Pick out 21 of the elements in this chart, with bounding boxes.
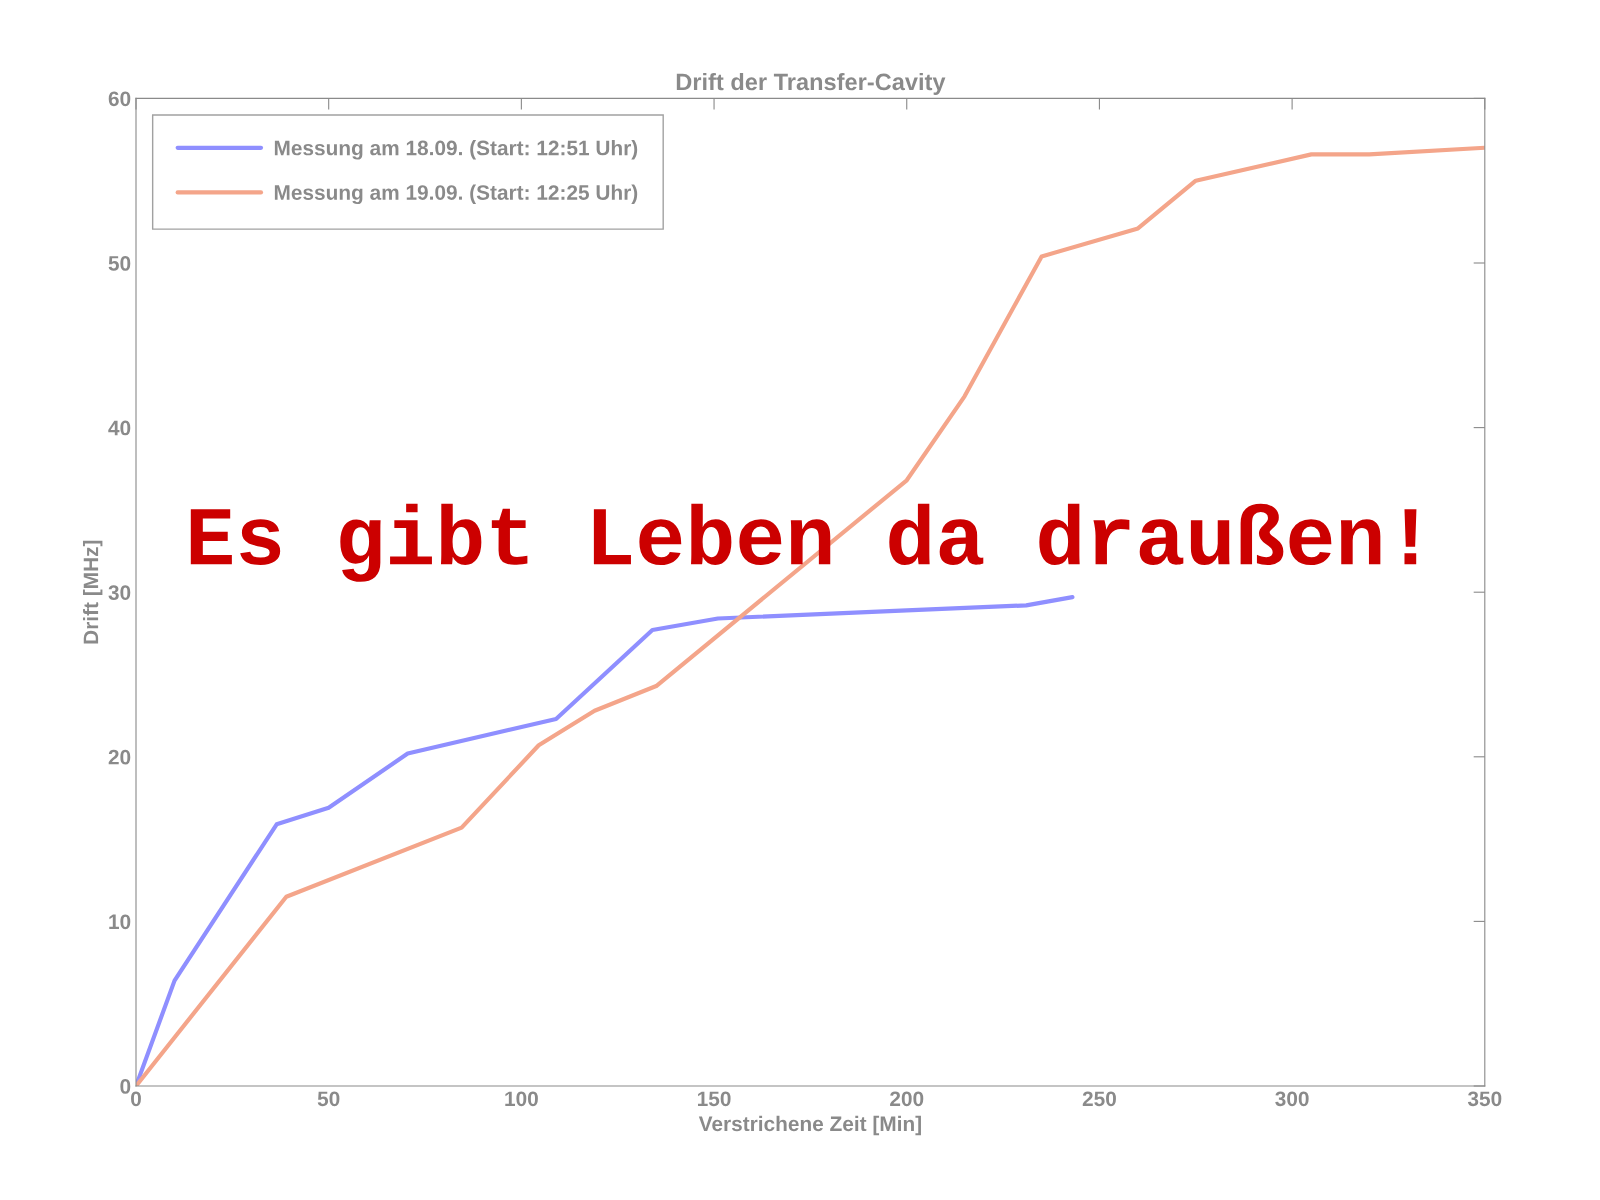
y-tick-label: 10 — [109, 914, 131, 930]
x-tick-label: 350 — [1467, 1091, 1502, 1107]
x-axis-title: Verstrichene Zeit [Min] — [698, 1115, 921, 1136]
x-tick-label: 50 — [317, 1091, 340, 1107]
y-tick-label: 50 — [108, 256, 131, 271]
y-tick-label: 0 — [120, 1079, 131, 1094]
x-tick-label: 100 — [505, 1091, 538, 1107]
y-tick-label: 40 — [108, 420, 131, 436]
x-tick-label: 0 — [131, 1091, 141, 1107]
legend-label: Messung am 19.09. (Start: 12:25 Uhr) — [274, 184, 638, 205]
chart-title: Drift der Transfer-Cavity — [676, 72, 946, 95]
y-tick-label: 60 — [108, 91, 131, 107]
x-tick-label: 200 — [890, 1091, 924, 1107]
y-axis-title: Drift [MHz] — [82, 540, 103, 644]
y-tick-label: 20 — [108, 749, 131, 765]
annotation: Es gibt Leben da draußen! — [190, 503, 1417, 582]
x-tick-label: 250 — [1082, 1091, 1116, 1107]
x-tick-label: 150 — [697, 1091, 731, 1107]
x-tick-label: 300 — [1275, 1091, 1309, 1107]
legend-label: Messung am 18.09. (Start: 12:51 Uhr) — [274, 140, 638, 160]
y-tick-label: 30 — [108, 585, 131, 600]
